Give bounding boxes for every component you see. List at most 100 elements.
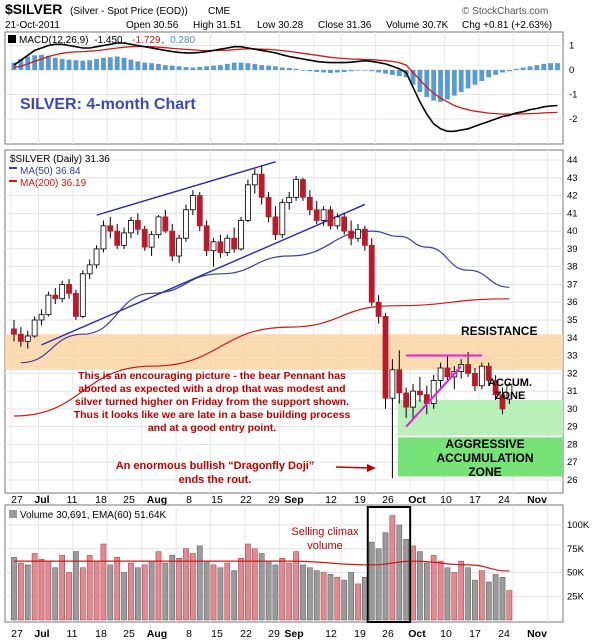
volume-bar xyxy=(348,572,354,621)
price-tick-label: 36 xyxy=(567,297,578,308)
x-axis-label: 12 xyxy=(325,628,337,640)
macd-value-2: -1.729 xyxy=(132,35,161,46)
header-close: Close 31.36 xyxy=(318,20,372,31)
volume-bar xyxy=(258,553,265,621)
candle-body xyxy=(128,220,134,234)
macd-histogram-bar xyxy=(279,67,285,70)
candle-body xyxy=(410,390,416,408)
price-tick-label: 33 xyxy=(567,351,578,362)
aggr-label-1: AGGRESSIVE xyxy=(445,437,524,451)
volume-bar xyxy=(245,543,251,621)
x-axis-label: 12 xyxy=(325,494,337,506)
x-axis-label: 27 xyxy=(11,494,23,506)
volume-bar xyxy=(231,570,238,621)
macd-histogram-bar xyxy=(541,63,547,70)
candle-body xyxy=(389,369,396,399)
macd-histogram-bar xyxy=(80,60,86,70)
candle-body xyxy=(196,195,203,227)
candle-body xyxy=(11,328,17,335)
header-low: Low 30.28 xyxy=(257,20,304,31)
macd-histogram-bar xyxy=(369,70,375,72)
macd-histogram-bar xyxy=(286,68,292,70)
volume-bar xyxy=(375,548,382,621)
x-axis-label: 15 xyxy=(211,494,223,506)
macd-histogram-bar xyxy=(18,58,24,70)
price-tick-label: 32 xyxy=(567,368,578,379)
candle-body xyxy=(300,179,306,198)
macd-histogram-bar xyxy=(493,70,498,75)
volume-bar xyxy=(196,545,203,621)
candle-body xyxy=(272,216,279,236)
candle-body xyxy=(286,196,293,204)
candle-body xyxy=(52,294,59,300)
macd-tick-label: 1 xyxy=(569,41,574,52)
x-axis-label: 19 xyxy=(354,494,366,506)
macd-histogram-bar xyxy=(87,60,93,70)
x-axis-label: 18 xyxy=(95,628,107,640)
macd-histogram-bar xyxy=(479,70,485,82)
x-axis-label: 24 xyxy=(498,494,510,506)
volume-bar xyxy=(458,560,465,621)
x-axis-label: 22 xyxy=(240,494,252,506)
candle-body xyxy=(472,372,478,387)
x-axis-label: Nov xyxy=(527,628,547,640)
macd-histogram-bar xyxy=(355,70,361,71)
volume-bar xyxy=(417,551,423,621)
volume-bar xyxy=(38,558,45,621)
candle-body xyxy=(478,365,485,387)
pennant-lines xyxy=(405,354,482,428)
x-axis-label: 29 xyxy=(268,628,280,640)
x-axis-label: 24 xyxy=(498,628,510,640)
price-tick-label: 44 xyxy=(567,155,578,166)
volume-bar xyxy=(465,567,471,621)
macd-line xyxy=(13,42,558,133)
candle-body xyxy=(465,364,471,374)
macd-histogram-bar xyxy=(204,66,210,70)
candle-body xyxy=(38,314,45,321)
volume-bar xyxy=(210,564,217,621)
candle-body xyxy=(265,196,272,218)
commentary-line: Thus it looks like we are late in a base… xyxy=(74,409,351,421)
price-tick-label: 26 xyxy=(567,475,578,486)
candle-body xyxy=(251,173,258,186)
header-date: 21-Oct-2011 xyxy=(5,20,60,31)
commentary-line: This is an encouraging picture - the bea… xyxy=(78,370,346,382)
macd-histogram-bar xyxy=(273,66,278,70)
volume-bar xyxy=(134,567,141,621)
candle-body xyxy=(107,225,114,232)
candle-body xyxy=(224,237,231,253)
macd-histogram-bar xyxy=(266,65,271,70)
candle-body xyxy=(210,241,217,252)
candle-body xyxy=(17,333,24,342)
macd-histogram-bar xyxy=(555,63,560,70)
macd-histogram-bar xyxy=(410,70,416,85)
price-tick-label: 30 xyxy=(567,404,578,415)
macd-histogram-bar xyxy=(121,57,127,70)
ma50-line xyxy=(20,230,510,364)
x-axis-label: 25 xyxy=(123,494,135,506)
macd-histogram-bar xyxy=(11,62,17,70)
x-axis-label: 10 xyxy=(440,494,452,506)
macd-histogram-bar xyxy=(231,62,237,70)
candle-body xyxy=(66,284,72,294)
volume-label: Volume 30,691, EMA(60) 51.64K xyxy=(20,510,167,521)
macd-tick-label: 0 xyxy=(569,65,574,76)
doji-label-1: An enormous bullish “Dragonfly Doji” xyxy=(116,460,315,472)
ma50-legend: MA(50) 36.84 xyxy=(20,166,81,177)
x-axis-label: 29 xyxy=(268,494,280,506)
volume-bar xyxy=(368,541,375,621)
volume-bar xyxy=(320,572,327,621)
volume-bar xyxy=(176,558,182,621)
volume-bar xyxy=(300,564,306,621)
x-axis-label: 17 xyxy=(469,494,481,506)
volume-tick-label: 100K xyxy=(567,520,590,531)
volume-bar xyxy=(93,560,100,621)
candle-body xyxy=(327,209,334,227)
candle-body xyxy=(31,319,38,337)
volume-bar xyxy=(121,572,127,621)
macd-histogram-bar xyxy=(300,70,306,71)
macd-histogram-bar xyxy=(32,55,38,70)
macd-histogram-bar xyxy=(39,54,44,70)
x-axis-labels-top: 27 Jul 11 18 25 Aug 8 15 22 29 Sep 12 19 26 Oct 10 17 24 N… xyxy=(11,494,547,506)
doji-arrow-head xyxy=(367,464,376,472)
